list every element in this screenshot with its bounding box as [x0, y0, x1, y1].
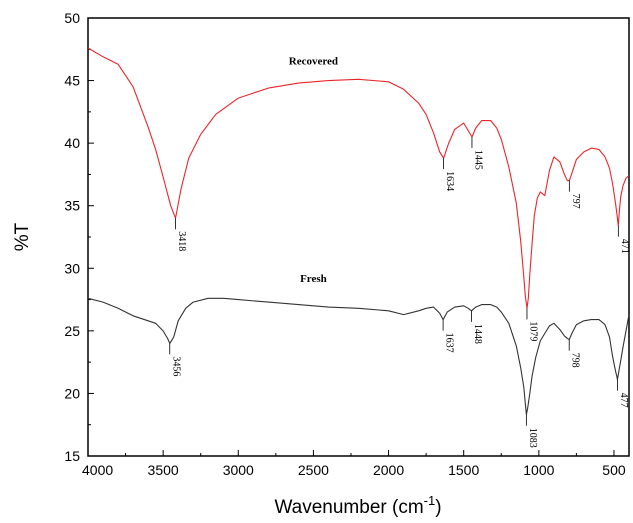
peak-label: 798: [570, 353, 581, 368]
peak-label: 1445: [472, 150, 483, 170]
x-axis: 4000 3500 3000 2500 2000 1500 1000 500: [82, 450, 626, 478]
peak-label: 1634: [444, 171, 455, 191]
y-tick-label: 25: [64, 323, 80, 339]
x-tick-label: 500: [602, 462, 626, 478]
peak-label: 1637: [444, 333, 455, 353]
peak-label: 477: [618, 393, 629, 408]
peak-label: 1448: [472, 324, 483, 344]
y-tick-label: 35: [64, 198, 80, 214]
peak-label: 3456: [170, 356, 181, 376]
peak-annotations: 3418 1634 1445 1079 797 471 3456 1637 1448 1083 79…: [169, 136, 630, 448]
x-tick-label: 4000: [82, 462, 113, 478]
peak-label: 3418: [176, 231, 187, 251]
x-tick-label: 3500: [148, 462, 179, 478]
y-axis-title: %T: [12, 222, 33, 251]
peak-label: 797: [570, 194, 581, 209]
peak-label: 1083: [527, 428, 538, 448]
series-layer: Recovered Fresh: [87, 47, 630, 416]
series-line-fresh: [87, 297, 630, 416]
series-label-fresh: Fresh: [300, 273, 327, 285]
series-label-recovered: Recovered: [289, 55, 338, 67]
y-tick-label: 45: [64, 73, 80, 89]
x-tick-label: 3000: [223, 462, 254, 478]
y-axis: 15 20 25 30 35 40 45 50: [64, 10, 94, 464]
y-tick-label: 20: [64, 385, 80, 401]
x-tick-label: 1000: [523, 462, 554, 478]
x-tick-label: 1500: [448, 462, 479, 478]
x-tick-label: 2000: [373, 462, 404, 478]
y-tick-label: 40: [64, 135, 80, 151]
series-line-recovered: [87, 47, 630, 309]
y-tick-label: 50: [64, 10, 80, 26]
y-tick-label: 15: [64, 448, 80, 464]
x-axis-title: Wavenumber (cm-1): [274, 493, 441, 518]
plot-frame: [87, 17, 630, 457]
x-axis-title-close: ): [435, 497, 441, 518]
peak-label: 471: [619, 239, 630, 254]
x-tick-label: 2500: [298, 462, 329, 478]
y-tick-label: 30: [64, 260, 80, 276]
peak-label: 1079: [527, 321, 538, 341]
x-axis-title-superscript: -1: [424, 493, 436, 508]
x-axis-title-main: Wavenumber (cm: [274, 497, 423, 518]
